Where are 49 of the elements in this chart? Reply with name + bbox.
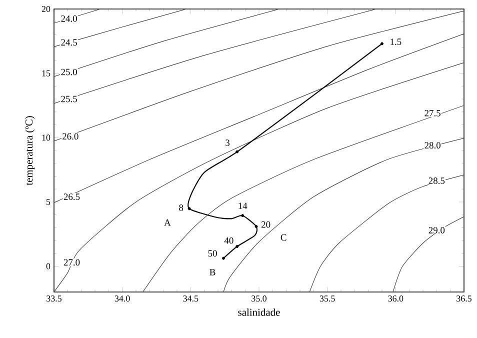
x-tick-label: 33.5 (46, 296, 62, 302)
x-tick-label: 35.5 (320, 296, 335, 302)
point (380, 42, 384, 46)
annotation: 26.0 (62, 133, 78, 140)
annotation: B (210, 269, 216, 276)
x-tick-label: 34.5 (183, 296, 198, 302)
y-axis-title: temperatura (ºC) (25, 116, 35, 186)
x-tick-label: 34.0 (114, 296, 130, 302)
annotation: 29.0 (428, 227, 445, 234)
point (222, 256, 225, 260)
y-tick-label: 10 (42, 134, 50, 141)
annotation: 28.0 (424, 142, 440, 149)
y-tick-label: 5 (46, 198, 50, 205)
line-series (54, 62, 464, 292)
point (254, 225, 258, 228)
annotation: 27.0 (64, 259, 80, 266)
line-series (142, 105, 464, 292)
annotation: 40 (224, 237, 234, 244)
annotation: 20 (262, 221, 270, 228)
y-tick-label: 15 (42, 70, 50, 76)
annotation: 24.0 (61, 15, 77, 22)
line-series (54, 10, 464, 142)
annotation: 3 (226, 140, 230, 146)
annotation: 14 (238, 202, 248, 209)
annotation: 50 (208, 250, 217, 257)
annotation: C (280, 234, 286, 241)
point (241, 214, 244, 218)
point (236, 244, 239, 248)
annotation: 1.5 (390, 38, 402, 45)
x-tick-label: 36.5 (456, 296, 472, 302)
annotation: 25.0 (61, 68, 77, 76)
point (236, 150, 239, 154)
annotation: A (164, 219, 171, 226)
annotation: 27.5 (424, 110, 440, 116)
annotation: 26.5 (64, 194, 80, 200)
y-tick-label: 0 (46, 263, 50, 270)
line-series (392, 216, 464, 292)
line-series (309, 174, 464, 292)
x-tick-label: 35.0 (252, 296, 267, 302)
point (188, 207, 191, 210)
x-axis-title: salinidade (238, 308, 280, 316)
line-series (54, 34, 464, 204)
annotation: 8 (179, 204, 184, 211)
annotation: 25.5 (61, 96, 77, 102)
annotation: 28.5 (428, 178, 445, 184)
annotation: 24.5 (61, 39, 77, 46)
y-tick-label: 20 (42, 6, 50, 12)
x-tick-label: 36.0 (388, 296, 404, 302)
line-series (223, 138, 464, 292)
